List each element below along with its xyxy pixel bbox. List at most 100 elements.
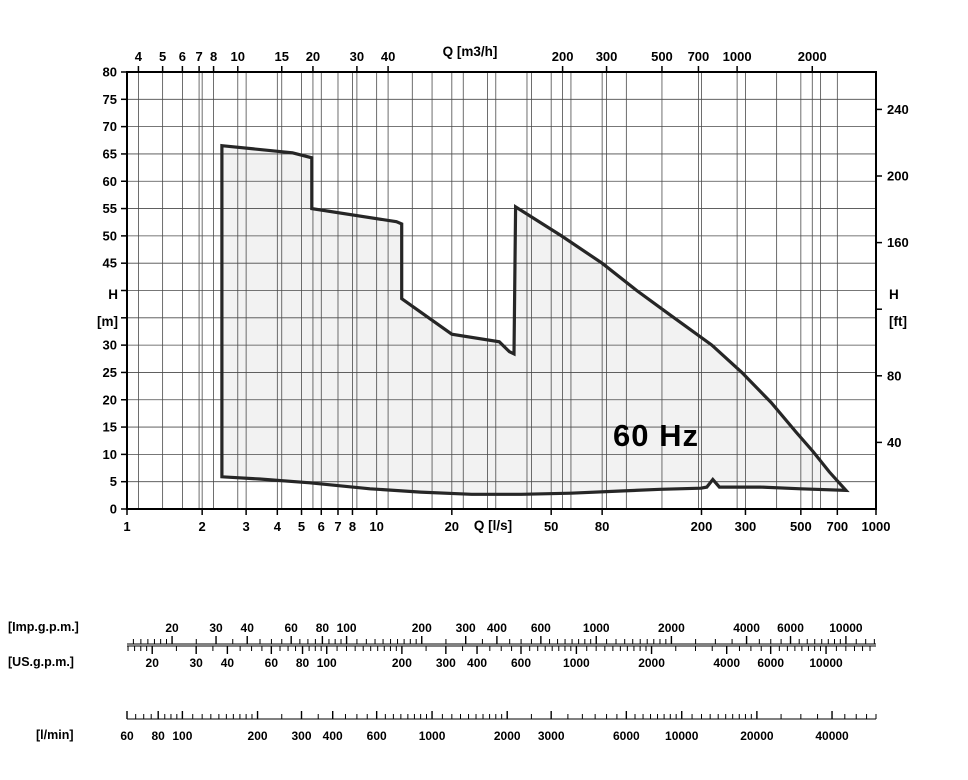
right-axis-tick-label: 80 [887, 368, 901, 383]
lmin-ruler-tick-label: 1000 [419, 729, 446, 743]
left-axis-tick-label: 25 [103, 365, 117, 380]
lmin-ruler-tick-label: 200 [248, 729, 268, 743]
left-axis-tick-label: 50 [103, 228, 117, 243]
lmin-ruler-tick-label: 2000 [494, 729, 521, 743]
top-axis-tick-label: 7 [195, 49, 202, 64]
left-axis-tick-label: 20 [103, 392, 117, 407]
right-axis-tick-label: 200 [887, 169, 909, 184]
right-axis-tick-label: 160 [887, 235, 909, 250]
range-envelope-outline [220, 143, 850, 496]
left-axis-tick-label: 65 [103, 146, 117, 161]
top-axis-tick-label: 8 [210, 49, 217, 64]
left-axis-tick-label: 70 [103, 119, 117, 134]
imp-ruler-tick-label: 400 [487, 621, 507, 635]
left-axis-tick-label: 75 [103, 92, 117, 107]
left-axis-tick-label: 30 [103, 338, 117, 353]
top-axis-tick-label: 500 [651, 49, 673, 64]
l-min-unit-label: [l/min] [36, 728, 74, 742]
imp-ruler-tick-label: 600 [531, 621, 551, 635]
top-axis-tick-label: 6 [179, 49, 186, 64]
imp-ruler-tick-label: 100 [337, 621, 357, 635]
left-axis-tick-label: 15 [103, 420, 117, 435]
top-axis-tick-label: 4 [135, 49, 143, 64]
top-axis-tick-label: 1000 [723, 49, 752, 64]
left-axis-tick-label: 55 [103, 201, 117, 216]
top-axis-tick-label: 5 [159, 49, 166, 64]
bottom-axis-tick-label: 6 [318, 519, 325, 534]
top-axis-tick-label: 40 [381, 49, 395, 64]
bottom-axis-tick-label: 5 [298, 519, 305, 534]
left-axis-title-line1: H [108, 287, 118, 302]
imp-ruler-tick-label: 20 [165, 621, 179, 635]
left-axis-tick-label: 60 [103, 174, 117, 189]
us-ruler-tick-label: 600 [511, 656, 531, 670]
imp-ruler-tick-label: 40 [241, 621, 255, 635]
left-axis-tick-label: 10 [103, 447, 117, 462]
lmin-ruler-tick-label: 20000 [740, 729, 774, 743]
imp-ruler-tick-label: 6000 [777, 621, 804, 635]
lmin-ruler-tick-label: 100 [172, 729, 192, 743]
left-axis-tick-label: 80 [103, 65, 117, 80]
imp-ruler-tick-label: 10000 [829, 621, 863, 635]
lmin-ruler-tick-label: 80 [152, 729, 166, 743]
bottom-axis-tick-label: 80 [595, 519, 609, 534]
right-axis-title-line2: [ft] [889, 314, 907, 329]
us-ruler-tick-label: 4000 [713, 656, 740, 670]
bottom-axis-tick-label: 1 [123, 519, 130, 534]
us-ruler-tick-label: 10000 [809, 656, 843, 670]
imp-ruler-tick-label: 300 [456, 621, 476, 635]
us-ruler-tick-label: 100 [317, 656, 337, 670]
imp-ruler-tick-label: 1000 [583, 621, 610, 635]
left-axis-tick-label: 45 [103, 256, 117, 271]
imp-ruler-tick-label: 30 [209, 621, 223, 635]
lmin-ruler-tick-label: 40000 [815, 729, 849, 743]
lmin-ruler-tick-label: 400 [323, 729, 343, 743]
top-axis-tick-label: 10 [231, 49, 245, 64]
lmin-ruler-tick-label: 6000 [613, 729, 640, 743]
us-ruler-tick-label: 20 [146, 656, 160, 670]
bottom-axis-tick-label: 7 [334, 519, 341, 534]
bottom-axis-tick-label: 300 [735, 519, 757, 534]
right-axis-title-line1: H [889, 287, 899, 302]
right-axis-tick-label: 240 [887, 102, 909, 117]
us-ruler-tick-label: 6000 [757, 656, 784, 670]
frequency-label: 60 Hz [613, 418, 699, 453]
bottom-axis-tick-label: 10 [369, 519, 383, 534]
top-axis-tick-label: 15 [275, 49, 289, 64]
us-ruler-tick-label: 80 [296, 656, 310, 670]
right-axis-tick-label: 40 [887, 435, 901, 450]
us-ruler-tick-label: 30 [190, 656, 204, 670]
imp-ruler-tick-label: 200 [412, 621, 432, 635]
bottom-axis-tick-label: 3 [243, 519, 250, 534]
top-axis-tick-label: 2000 [798, 49, 827, 64]
left-axis-title: H [m] [84, 281, 118, 335]
bottom-axis-tick-label: 50 [544, 519, 558, 534]
top-axis-tick-label: 300 [596, 49, 618, 64]
bottom-axis-tick-label: 2 [199, 519, 206, 534]
left-axis-title-line2: [m] [97, 314, 118, 329]
us-ruler-tick-label: 1000 [563, 656, 590, 670]
top-axis-tick-label: 700 [688, 49, 710, 64]
bottom-axis-tick-label: 500 [790, 519, 812, 534]
bottom-axis-tick-label: 200 [691, 519, 713, 534]
lmin-ruler-tick-label: 600 [367, 729, 387, 743]
lmin-ruler-tick-label: 300 [291, 729, 311, 743]
right-axis-title: H [ft] [889, 281, 931, 335]
bottom-axis-tick-label: 20 [445, 519, 459, 534]
us-ruler-tick-label: 2000 [638, 656, 665, 670]
us-ruler-tick-label: 300 [436, 656, 456, 670]
lmin-ruler-tick-label: 10000 [665, 729, 699, 743]
us-ruler-tick-label: 60 [265, 656, 279, 670]
imp-ruler-tick-label: 80 [316, 621, 330, 635]
imp-ruler-tick-label: 60 [285, 621, 299, 635]
range-envelope-fill [221, 145, 846, 495]
imp-gpm-unit-label: [Imp.g.p.m.] [8, 620, 79, 634]
us-ruler-tick-label: 400 [467, 656, 487, 670]
bottom-axis-tick-label: 700 [826, 519, 848, 534]
bottom-axis-tick-label: 4 [274, 519, 282, 534]
bottom-axis-title: Q [l/s] [473, 518, 513, 533]
left-axis-tick-label: 0 [110, 502, 117, 517]
imp-ruler-tick-label: 2000 [658, 621, 685, 635]
